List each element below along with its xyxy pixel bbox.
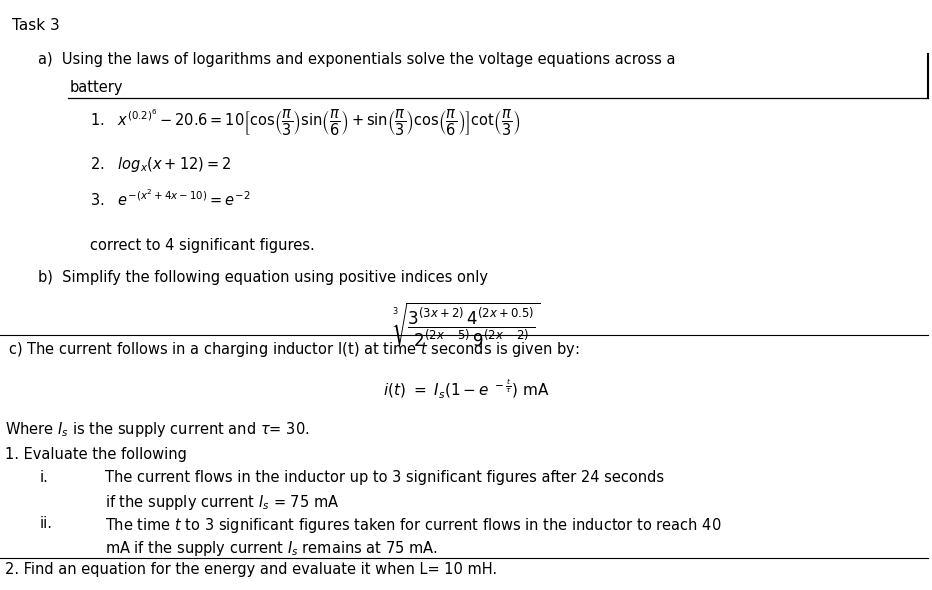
Text: $\sqrt[3]{\dfrac{3^{(3x+2)}\,4^{(2x+0.5)}}{2^{(2x-5)}\,9^{(2x-2)}}}$: $\sqrt[3]{\dfrac{3^{(3x+2)}\,4^{(2x+0.5)…	[392, 300, 540, 349]
Text: battery: battery	[70, 80, 124, 95]
Text: 3.   $e^{-(x^2+4x-10)} = e^{-2}$: 3. $e^{-(x^2+4x-10)} = e^{-2}$	[90, 188, 251, 209]
Text: correct to 4 significant figures.: correct to 4 significant figures.	[90, 238, 315, 253]
Text: The time $t$ to 3 significant figures taken for current flows in the inductor to: The time $t$ to 3 significant figures ta…	[105, 516, 721, 535]
Text: 2.   $log_x(x + 12) = 2$: 2. $log_x(x + 12) = 2$	[90, 155, 231, 174]
Text: 1.   $x^{(0.2)^6} - 20.6 = 10\left[\cos\!\left(\dfrac{\pi}{3}\right)\sin\!\left(: 1. $x^{(0.2)^6} - 20.6 = 10\left[\cos\!\…	[90, 108, 520, 139]
Text: if the supply current $I_s$ = 75 mA: if the supply current $I_s$ = 75 mA	[105, 493, 339, 512]
Text: a)  Using the laws of logarithms and exponentials solve the voltage equations ac: a) Using the laws of logarithms and expo…	[38, 52, 676, 67]
Text: mA if the supply current $I_s$ remains at 75 mA.: mA if the supply current $I_s$ remains a…	[105, 539, 438, 558]
Text: i.: i.	[40, 470, 48, 485]
Text: 2. Find an equation for the energy and evaluate it when L= 10 mH.: 2. Find an equation for the energy and e…	[5, 562, 497, 577]
Text: ii.: ii.	[40, 516, 53, 531]
Text: The current flows in the inductor up to 3 significant figures after 24 seconds: The current flows in the inductor up to …	[105, 470, 665, 485]
Text: 1. Evaluate the following: 1. Evaluate the following	[5, 447, 187, 462]
Text: Where $I_s$ is the supply current and $\tau$= 30.: Where $I_s$ is the supply current and $\…	[5, 420, 309, 439]
Text: Task 3: Task 3	[12, 18, 60, 33]
Text: $i(t) \ = \ I_s(1 - e^{\ -\frac{t}{\tau}}) \ \mathrm{mA}$: $i(t) \ = \ I_s(1 - e^{\ -\frac{t}{\tau}…	[383, 378, 549, 401]
Text: b)  Simplify the following equation using positive indices only: b) Simplify the following equation using…	[38, 270, 488, 285]
Text: c) The current follows in a charging inductor I(t) at time $t$ seconds is given : c) The current follows in a charging ind…	[8, 340, 580, 359]
